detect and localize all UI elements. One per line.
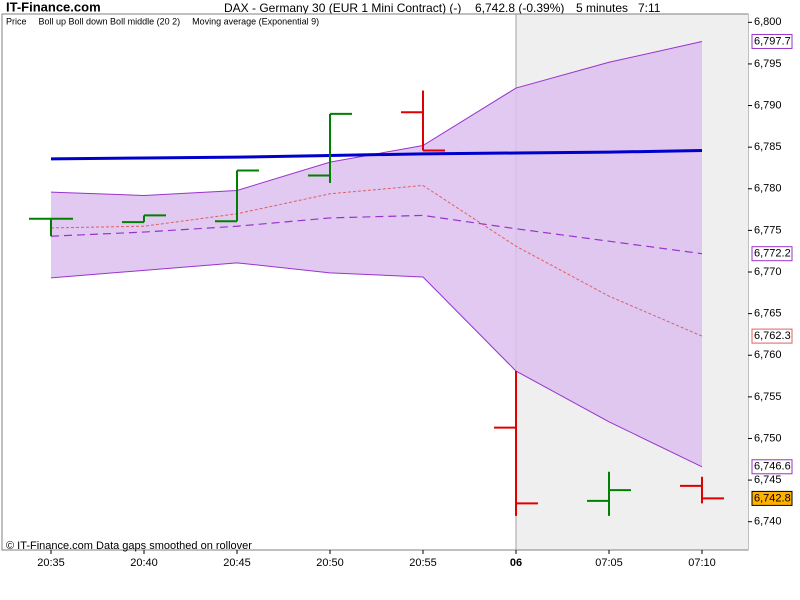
value-label-box	[751, 246, 793, 262]
legend-entry: Price	[6, 16, 27, 26]
x-tick-label: 07:05	[595, 557, 623, 569]
y-tick-label: 6,790	[754, 99, 782, 111]
y-tick-label: 6,750	[754, 432, 782, 444]
y-tick-label: 6,745	[754, 474, 782, 486]
x-tick-label: 20:40	[130, 557, 158, 569]
value-label-box	[751, 33, 793, 49]
y-tick-label: 6,760	[754, 349, 782, 361]
chart-title: DAX - Germany 30 (EUR 1 Mini Contract) (…	[224, 1, 461, 15]
y-tick-label: 6,785	[754, 141, 782, 153]
y-tick-label: 6,755	[754, 391, 782, 403]
series-line	[50, 148, 703, 161]
x-tick-label: 20:35	[37, 557, 65, 569]
x-tick-label: 07:10	[688, 557, 716, 569]
band-fill	[51, 41, 702, 467]
y-tick-label: 6,780	[754, 183, 782, 195]
x-tick-label: 20:45	[223, 557, 251, 569]
x-tick-label: 20:50	[316, 557, 344, 569]
footer: © IT-Finance.com Data gaps smoothed on r…	[6, 540, 252, 552]
site-name: IT-Finance.com	[6, 0, 101, 14]
y-tick-label: 6,775	[754, 224, 782, 236]
value-label-box	[751, 459, 793, 475]
y-tick-label: 6,740	[754, 516, 782, 528]
y-tick-label: 6,795	[754, 58, 782, 70]
value-label: 6,762.3	[754, 330, 791, 342]
legend-entry: Boll up Boll down Boll middle (20 2)	[39, 16, 181, 26]
interval: 5 minutes	[576, 1, 628, 15]
series-line	[50, 262, 703, 468]
value-label: 6,772.2	[754, 248, 791, 260]
value-label-box	[751, 328, 793, 344]
y-tick-label: 6,765	[754, 308, 782, 320]
x-tick-label: 06	[510, 557, 522, 569]
value-label-box	[751, 490, 793, 506]
y-tick-label: 6,770	[754, 266, 782, 278]
legend-entry: Moving average (Exponential 9)	[192, 16, 319, 26]
time: 7:11	[638, 1, 661, 15]
x-tick-label: 20:55	[409, 557, 437, 569]
y-tick-label: 6,800	[754, 16, 782, 28]
value-label: 6,797.7	[754, 35, 791, 47]
value-label: 6,746.6	[754, 461, 791, 473]
last-price: 6,742.8 (-0.39%)	[475, 1, 564, 15]
series-line	[50, 214, 703, 255]
value-label: 6,742.8	[754, 492, 791, 504]
